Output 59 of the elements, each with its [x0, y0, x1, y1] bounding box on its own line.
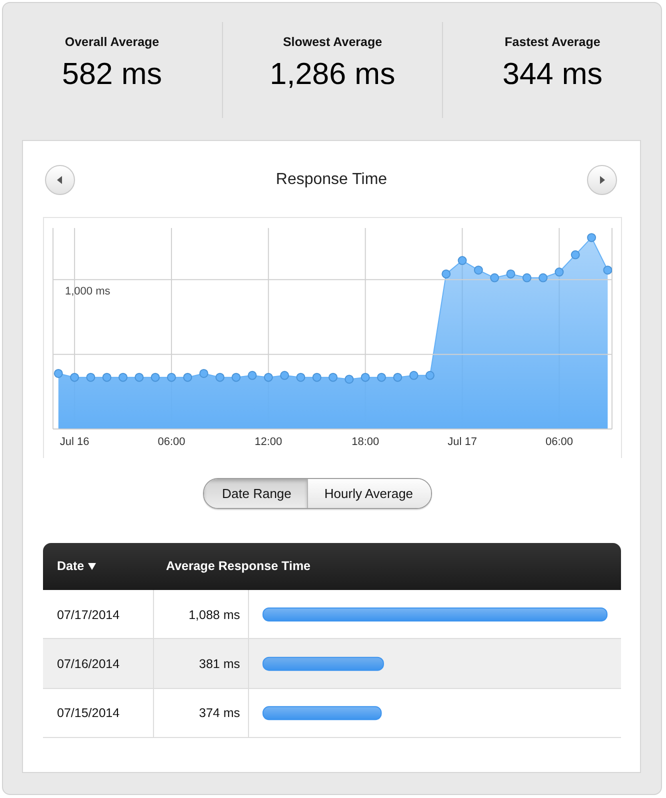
point [344, 374, 354, 384]
point [474, 266, 483, 275]
point [393, 372, 402, 382]
point [248, 370, 257, 380]
point [70, 372, 80, 382]
x-tick-label: Jul 17 [448, 436, 477, 448]
point [442, 269, 451, 278]
text: 1,286 ms [270, 57, 396, 91]
point [86, 372, 96, 382]
x-axis-title: Average Response Time [166, 559, 311, 573]
button[interactable]: Hourly Average [307, 479, 432, 508]
point [118, 372, 128, 382]
category-label: Fastest Average [504, 35, 600, 49]
point [377, 372, 386, 382]
ref-line-label: 1,000 ms [65, 286, 111, 298]
point [102, 372, 112, 382]
point [134, 372, 144, 382]
point [328, 372, 338, 382]
category-label: Overall Average [64, 35, 160, 49]
point [522, 273, 532, 282]
point [458, 256, 467, 266]
point [264, 372, 273, 382]
point [166, 372, 176, 382]
x-tick-label: Jul 16 [60, 436, 90, 448]
point [490, 273, 500, 282]
text: 344 ms [502, 57, 603, 91]
point [425, 370, 434, 380]
point [232, 372, 241, 382]
point [409, 370, 418, 380]
point [215, 372, 224, 382]
point [199, 368, 208, 378]
point [554, 268, 564, 277]
point [312, 372, 322, 382]
point [296, 372, 306, 382]
x-tick-label: 18:00 [352, 436, 380, 448]
point [54, 368, 63, 378]
y-tick-label: 07/15/2014 [57, 706, 120, 720]
x-tick-label: 06:00 [545, 436, 573, 448]
data-label: 381 ms [199, 657, 240, 671]
chart-title: Response Time [276, 171, 388, 188]
y-tick-label: 07/17/2014 [57, 608, 120, 622]
point [603, 266, 612, 275]
text: 582 ms [62, 57, 162, 91]
y-tick-label: 07/16/2014 [57, 657, 120, 671]
data-label: 374 ms [199, 706, 240, 720]
x-tick-label: 12:00 [254, 436, 282, 448]
point [183, 372, 192, 382]
point [538, 273, 548, 282]
point [280, 370, 290, 380]
pressed-button[interactable]: Date Range [204, 479, 308, 508]
point [150, 372, 160, 382]
data-label: 1,088 ms [188, 608, 240, 622]
point [570, 250, 580, 260]
y-axis-title: Date [57, 558, 84, 574]
x-tick-label: 06:00 [158, 436, 186, 448]
point [506, 269, 516, 278]
point [360, 372, 370, 382]
point [587, 233, 596, 242]
category-label: Slowest Average [282, 35, 382, 49]
